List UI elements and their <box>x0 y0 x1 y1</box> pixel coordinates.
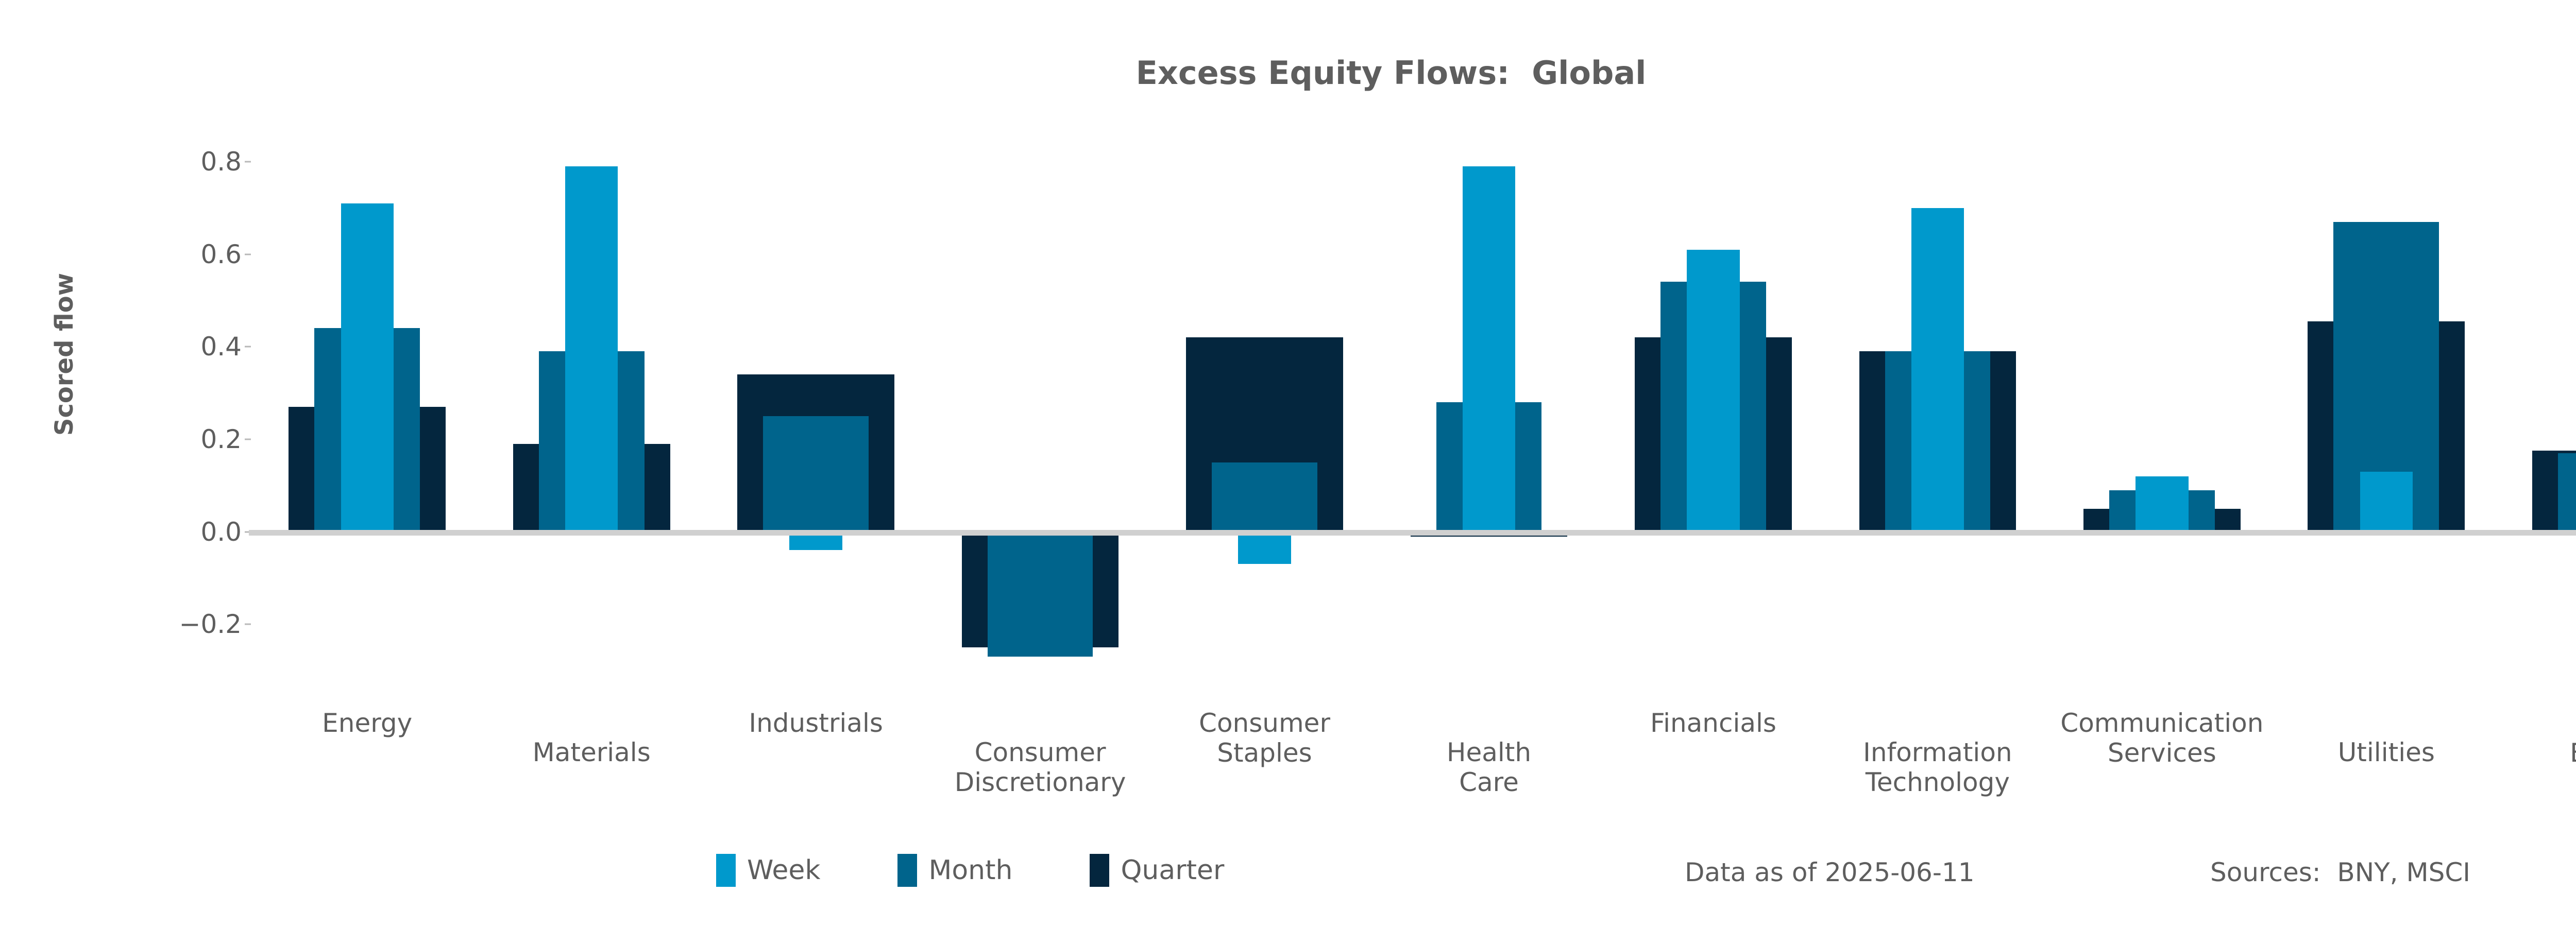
bar-week[interactable] <box>565 166 618 532</box>
bar-week[interactable] <box>2136 476 2189 532</box>
bar-group <box>255 134 2576 680</box>
x-axis-label-10: Utilities <box>2337 737 2435 767</box>
bar-week[interactable] <box>1462 166 1516 532</box>
legend-item-quarter[interactable]: Quarter <box>1090 854 1224 887</box>
bar-group <box>255 134 2576 680</box>
bar-month[interactable] <box>1212 462 1317 532</box>
legend-label: Quarter <box>1121 855 1225 886</box>
y-tick-mark <box>245 253 251 255</box>
bar-week[interactable] <box>1238 531 1291 564</box>
x-axis-label-3: Industrials <box>749 708 883 738</box>
y-tick-label: −0.2 <box>179 609 242 640</box>
legend-label: Month <box>928 855 1013 886</box>
bar-group <box>255 134 2576 680</box>
legend-swatch-week <box>716 854 736 887</box>
bar-month[interactable] <box>987 531 1093 657</box>
legend-item-month[interactable]: Month <box>897 854 1012 887</box>
bar-group <box>255 134 2576 680</box>
y-tick-mark <box>245 623 251 625</box>
x-axis-label-5: Consumer Staples <box>1199 708 1331 768</box>
zero-baseline <box>249 529 2576 536</box>
y-axis-label: Scored flow <box>50 272 79 436</box>
x-axis-label-7: Financials <box>1650 708 1776 738</box>
legend-item-week[interactable]: Week <box>716 854 820 887</box>
bar-month[interactable] <box>763 416 869 532</box>
y-tick-label: 0.8 <box>200 146 242 177</box>
x-axis-label-11: Real Estate <box>2465 708 2576 768</box>
bar-week[interactable] <box>2360 471 2413 532</box>
bar-group <box>255 134 2576 680</box>
chart-legend: Week Month Quarter <box>716 852 1301 888</box>
plot-area: 0.8 0.6 0.4 0.2 0.0 −0.2 <box>179 134 2576 680</box>
y-tick-label: 0.6 <box>200 239 242 269</box>
y-tick-label: 0.0 <box>200 517 242 547</box>
legend-label: Week <box>747 855 821 886</box>
x-axis-label-1: Energy <box>322 708 413 738</box>
legend-swatch-quarter <box>1090 854 1110 887</box>
bar-week[interactable] <box>1687 249 1740 532</box>
x-axis-label-9: Communication Services <box>2060 708 2264 768</box>
footnote-sources: Sources: BNY, MSCI <box>2210 857 2470 887</box>
bar-group <box>255 134 2576 680</box>
bar-month[interactable] <box>2557 453 2576 532</box>
y-tick-mark <box>245 438 251 440</box>
footnote-data-as-of: Data as of 2025-06-11 <box>1685 857 1975 887</box>
y-tick-mark <box>245 346 251 348</box>
bar-group <box>255 134 2576 680</box>
y-tick-label: 0.4 <box>200 332 242 362</box>
chart-title: Excess Equity Flows: Global <box>1136 54 1647 92</box>
legend-swatch-month <box>897 854 918 887</box>
x-axis-label-2: Materials <box>532 737 651 767</box>
y-tick-mark <box>245 531 251 533</box>
x-axis-label-6: Health Care <box>1446 737 1532 797</box>
x-axis-label-4: Consumer Discretionary <box>954 737 1126 797</box>
bar-group <box>255 134 2576 680</box>
y-tick-label: 0.2 <box>200 424 242 454</box>
y-tick-mark <box>245 161 251 163</box>
x-axis-label-8: Information Technology <box>1863 737 2012 797</box>
bar-group <box>255 134 2576 680</box>
bar-week[interactable] <box>1911 208 1964 532</box>
bar-group <box>255 134 2576 680</box>
bar-group <box>255 134 2576 680</box>
bar-week[interactable] <box>341 203 394 532</box>
